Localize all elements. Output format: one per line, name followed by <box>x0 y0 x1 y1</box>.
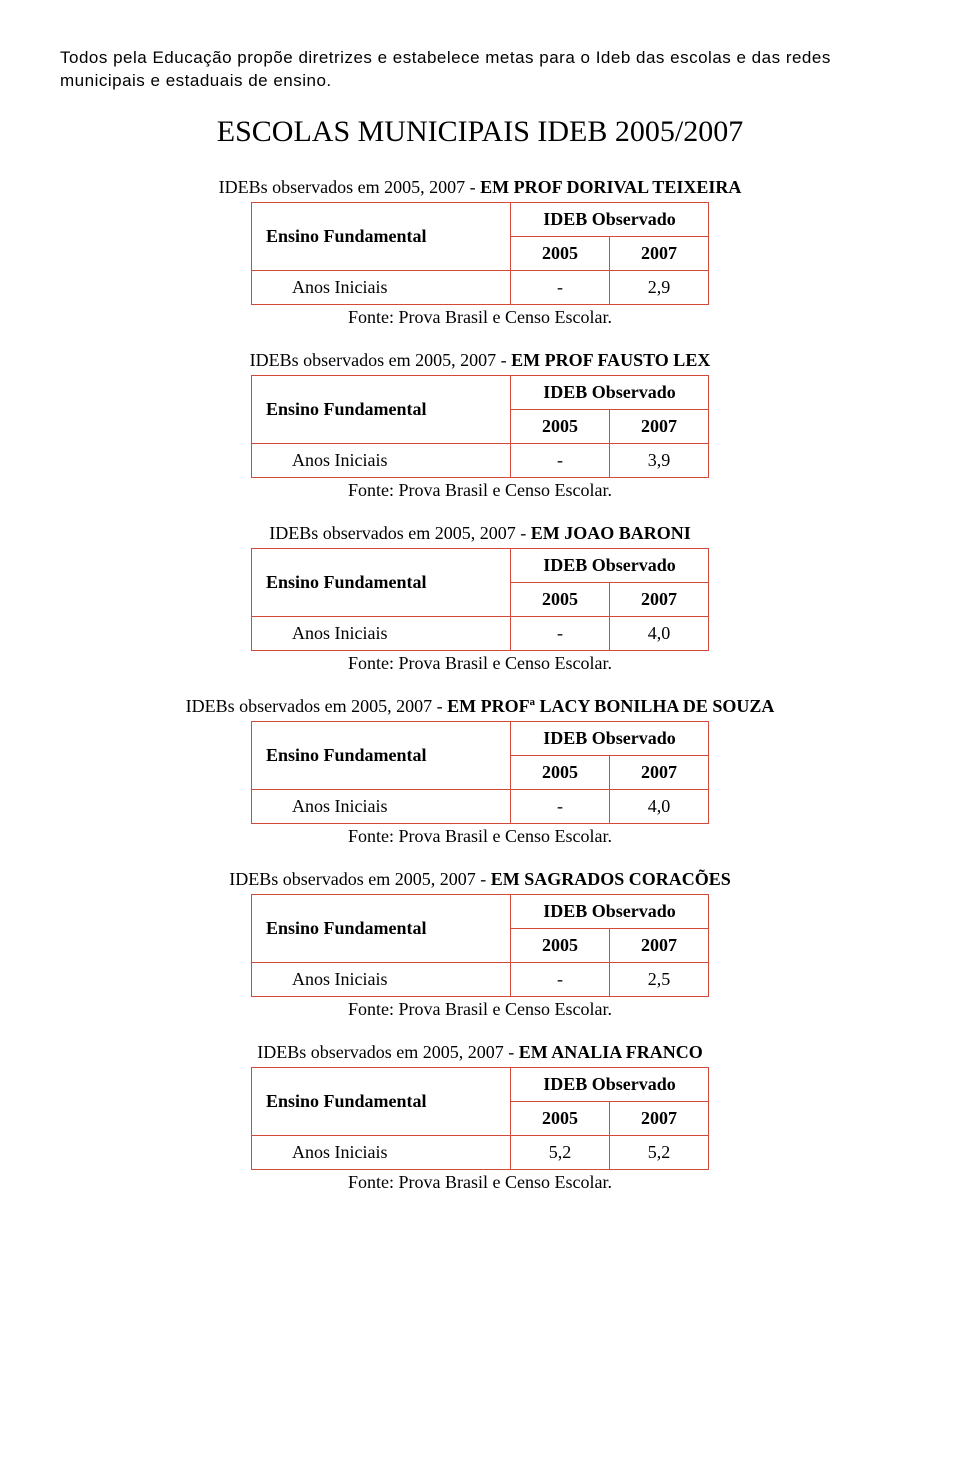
value-2005: 5,2 <box>511 1135 610 1169</box>
value-2005: - <box>511 616 610 650</box>
block-title-prefix: IDEBs observados em 2005, 2007 - <box>219 177 480 197</box>
school-name: EM PROFª LACY BONILHA DE SOUZA <box>447 696 774 716</box>
value-2005: - <box>511 443 610 477</box>
anos-iniciais-label: Anos Iniciais <box>252 270 511 304</box>
source-text: Fonte: Prova Brasil e Censo Escolar. <box>60 653 900 674</box>
ideb-block: IDEBs observados em 2005, 2007 - EM SAGR… <box>60 869 900 1020</box>
year-2005-header: 2005 <box>511 928 610 962</box>
value-2007: 4,0 <box>610 789 709 823</box>
ideb-block-title: IDEBs observados em 2005, 2007 - EM JOAO… <box>60 523 900 544</box>
value-2007: 3,9 <box>610 443 709 477</box>
value-2005: - <box>511 789 610 823</box>
value-2007: 2,5 <box>610 962 709 996</box>
ideb-observado-label: IDEB Observado <box>511 202 709 236</box>
year-2007-header: 2007 <box>610 582 709 616</box>
ideb-observado-label: IDEB Observado <box>511 548 709 582</box>
year-2007-header: 2007 <box>610 1101 709 1135</box>
ideb-block-title: IDEBs observados em 2005, 2007 - EM ANAL… <box>60 1042 900 1063</box>
block-title-prefix: IDEBs observados em 2005, 2007 - <box>186 696 447 716</box>
year-2005-header: 2005 <box>511 582 610 616</box>
anos-iniciais-label: Anos Iniciais <box>252 1135 511 1169</box>
year-2007-header: 2007 <box>610 409 709 443</box>
block-title-prefix: IDEBs observados em 2005, 2007 - <box>257 1042 518 1062</box>
ideb-observado-label: IDEB Observado <box>511 894 709 928</box>
school-name: EM PROF DORIVAL TEIXEIRA <box>480 177 741 197</box>
school-name: EM SAGRADOS CORACÕES <box>491 869 731 889</box>
ideb-observado-label: IDEB Observado <box>511 721 709 755</box>
ideb-block: IDEBs observados em 2005, 2007 - EM PROF… <box>60 177 900 328</box>
year-2005-header: 2005 <box>511 1101 610 1135</box>
value-2007: 2,9 <box>610 270 709 304</box>
ensino-label: Ensino Fundamental <box>252 375 511 443</box>
ideb-table: Ensino FundamentalIDEB Observado20052007… <box>251 894 709 997</box>
value-2007: 4,0 <box>610 616 709 650</box>
ensino-label: Ensino Fundamental <box>252 894 511 962</box>
intro-paragraph: Todos pela Educação propõe diretrizes e … <box>60 47 900 93</box>
ideb-block: IDEBs observados em 2005, 2007 - EM PROF… <box>60 350 900 501</box>
block-title-prefix: IDEBs observados em 2005, 2007 - <box>250 350 511 370</box>
year-2005-header: 2005 <box>511 755 610 789</box>
school-name: EM ANALIA FRANCO <box>519 1042 703 1062</box>
source-text: Fonte: Prova Brasil e Censo Escolar. <box>60 480 900 501</box>
block-title-prefix: IDEBs observados em 2005, 2007 - <box>229 869 490 889</box>
ideb-block-title: IDEBs observados em 2005, 2007 - EM SAGR… <box>60 869 900 890</box>
ideb-block: IDEBs observados em 2005, 2007 - EM JOAO… <box>60 523 900 674</box>
value-2005: - <box>511 962 610 996</box>
block-title-prefix: IDEBs observados em 2005, 2007 - <box>269 523 530 543</box>
ideb-table: Ensino FundamentalIDEB Observado20052007… <box>251 375 709 478</box>
value-2005: - <box>511 270 610 304</box>
anos-iniciais-label: Anos Iniciais <box>252 443 511 477</box>
year-2007-header: 2007 <box>610 755 709 789</box>
ideb-table: Ensino FundamentalIDEB Observado20052007… <box>251 202 709 305</box>
ensino-label: Ensino Fundamental <box>252 548 511 616</box>
source-text: Fonte: Prova Brasil e Censo Escolar. <box>60 826 900 847</box>
ideb-table: Ensino FundamentalIDEB Observado20052007… <box>251 1067 709 1170</box>
ideb-table: Ensino FundamentalIDEB Observado20052007… <box>251 548 709 651</box>
ensino-label: Ensino Fundamental <box>252 202 511 270</box>
ideb-observado-label: IDEB Observado <box>511 1067 709 1101</box>
year-2007-header: 2007 <box>610 928 709 962</box>
year-2005-header: 2005 <box>511 409 610 443</box>
value-2007: 5,2 <box>610 1135 709 1169</box>
year-2007-header: 2007 <box>610 236 709 270</box>
ideb-block-title: IDEBs observados em 2005, 2007 - EM PROF… <box>60 350 900 371</box>
ideb-block: IDEBs observados em 2005, 2007 - EM ANAL… <box>60 1042 900 1193</box>
anos-iniciais-label: Anos Iniciais <box>252 789 511 823</box>
ensino-label: Ensino Fundamental <box>252 721 511 789</box>
ideb-block: IDEBs observados em 2005, 2007 - EM PROF… <box>60 696 900 847</box>
school-name: EM JOAO BARONI <box>531 523 691 543</box>
page-title: ESCOLAS MUNICIPAIS IDEB 2005/2007 <box>60 115 900 149</box>
ideb-block-title: IDEBs observados em 2005, 2007 - EM PROF… <box>60 696 900 717</box>
ideb-observado-label: IDEB Observado <box>511 375 709 409</box>
source-text: Fonte: Prova Brasil e Censo Escolar. <box>60 307 900 328</box>
ensino-label: Ensino Fundamental <box>252 1067 511 1135</box>
source-text: Fonte: Prova Brasil e Censo Escolar. <box>60 1172 900 1193</box>
source-text: Fonte: Prova Brasil e Censo Escolar. <box>60 999 900 1020</box>
anos-iniciais-label: Anos Iniciais <box>252 616 511 650</box>
school-name: EM PROF FAUSTO LEX <box>511 350 710 370</box>
ideb-table: Ensino FundamentalIDEB Observado20052007… <box>251 721 709 824</box>
ideb-block-title: IDEBs observados em 2005, 2007 - EM PROF… <box>60 177 900 198</box>
anos-iniciais-label: Anos Iniciais <box>252 962 511 996</box>
year-2005-header: 2005 <box>511 236 610 270</box>
